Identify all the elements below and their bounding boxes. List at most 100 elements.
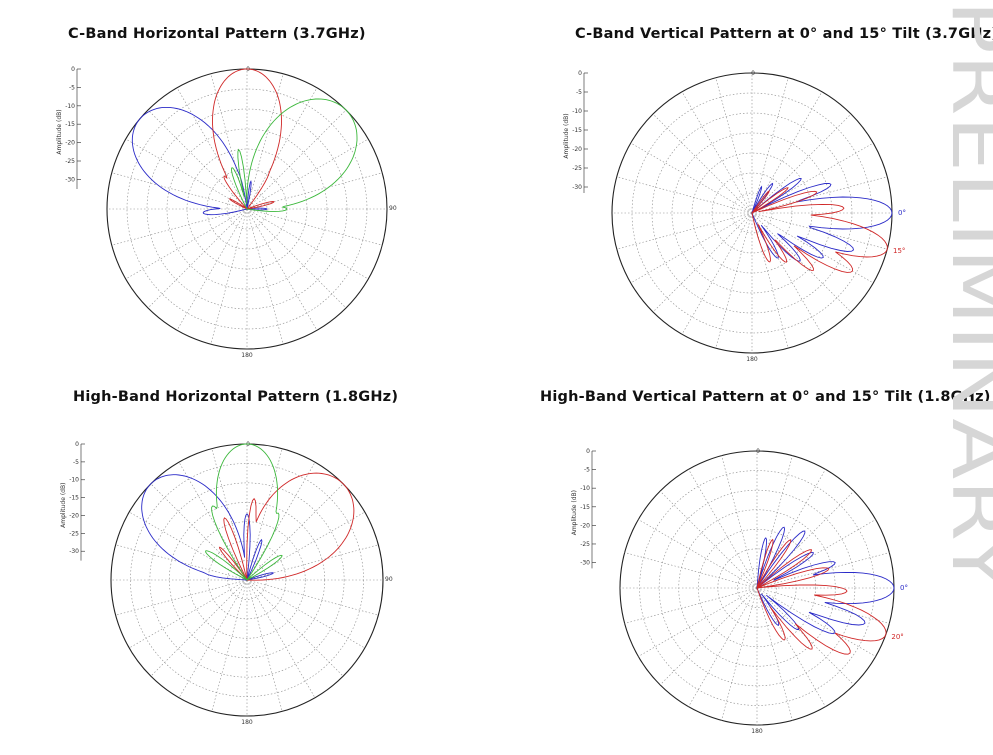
y-axis-label: Amplitude (dB)	[563, 113, 570, 158]
grid-ring	[697, 528, 817, 648]
grid-spoke	[624, 552, 758, 589]
grid-ring	[639, 470, 875, 706]
chart-title-c-band-vertical: C-Band Vertical Pattern at 0° and 15° Ti…	[575, 26, 993, 42]
grid-spoke	[756, 587, 826, 707]
grid-spoke	[688, 469, 758, 589]
series-curve-1	[751, 187, 888, 273]
grid-spoke	[616, 212, 753, 250]
grid-spoke	[681, 212, 753, 335]
grid-spoke	[246, 172, 383, 210]
grid-spoke	[147, 109, 248, 210]
radial-tick-label: -30	[580, 560, 590, 567]
grid-spoke	[751, 212, 852, 313]
chart-title-c-band-horizontal: C-Band Horizontal Pattern (3.7GHz)	[68, 26, 366, 42]
grid-ring	[651, 112, 853, 314]
grid-spoke	[688, 587, 758, 707]
radial-tick-label: -20	[69, 512, 79, 519]
radial-tick-label: 0	[75, 441, 79, 448]
grid-spoke	[246, 448, 283, 581]
grid-spoke	[751, 212, 823, 335]
grid-spoke	[111, 172, 248, 210]
grid-ring	[188, 521, 306, 639]
radial-tick-label: -10	[572, 108, 582, 115]
grid-spoke	[652, 113, 753, 214]
radial-tick-label: -5	[73, 459, 79, 466]
grid-spoke	[246, 208, 369, 280]
grid-spoke	[751, 77, 789, 214]
grid-spoke	[246, 579, 283, 712]
series-label: 20°	[891, 633, 903, 641]
radial-tick-label: -15	[572, 127, 582, 134]
grid-spoke	[751, 113, 852, 214]
watermark-text: PRELIMINARY	[936, 0, 993, 591]
radial-tick-label: -10	[69, 477, 79, 484]
radial-tick-label: 0	[71, 66, 75, 73]
grid-spoke	[129, 579, 248, 649]
grid-spoke	[115, 579, 248, 616]
angle-label-180: 180	[751, 728, 763, 735]
radial-tick-label: -15	[69, 495, 79, 502]
grid-spoke	[176, 208, 248, 331]
radial-tick-label: -25	[580, 541, 590, 548]
grid-spoke	[246, 579, 344, 677]
grid-spoke	[638, 519, 758, 589]
grid-spoke	[246, 544, 379, 581]
grid-spoke	[125, 138, 248, 210]
grid-ring	[737, 568, 777, 608]
angle-label-180: 180	[241, 352, 253, 359]
radial-tick-label: -30	[69, 548, 79, 555]
grid-spoke	[125, 208, 248, 280]
angle-label-180: 180	[746, 356, 758, 363]
grid-spoke	[210, 208, 248, 345]
grid-ring	[658, 489, 856, 687]
grid-spoke	[150, 579, 248, 677]
series-curve-0	[131, 106, 268, 216]
grid-spoke	[715, 77, 753, 214]
radial-tick-label: -5	[584, 467, 590, 474]
grid-spoke	[630, 212, 753, 284]
grid-spoke	[246, 109, 347, 210]
grid-spoke	[659, 490, 758, 589]
series-curve-2	[205, 443, 283, 581]
grid-spoke	[246, 483, 344, 581]
grid-spoke	[129, 511, 248, 581]
grid-spoke	[176, 87, 248, 210]
series-curve-1	[212, 68, 282, 210]
series-label: 0°	[898, 209, 906, 217]
grid-spoke	[246, 208, 318, 331]
radial-tick-label: -5	[69, 84, 75, 91]
chart-title-high-band-horizontal: High-Band Horizontal Pattern (1.8GHz)	[73, 389, 399, 405]
grid-spoke	[751, 91, 823, 214]
grid-spoke	[246, 138, 369, 210]
grid-spoke	[751, 212, 789, 349]
grid-spoke	[246, 511, 365, 581]
y-axis-label: Amplitude (dB)	[60, 483, 67, 528]
grid-spoke	[721, 587, 758, 721]
angle-label-180: 180	[241, 719, 253, 726]
angle-label-0: 0	[756, 448, 760, 455]
radial-tick-label: -5	[576, 89, 582, 96]
series-curve-0	[141, 474, 275, 581]
grid-spoke	[624, 587, 758, 624]
grid-spoke	[111, 208, 248, 246]
polar-chart-1: 0 -5 -10 -15 -20 -25 -30 Amplitude (dB) 0 180 0° 15…	[563, 70, 906, 363]
grid-spoke	[756, 587, 793, 721]
grid-spoke	[751, 142, 874, 214]
preliminary-watermark: PRELIMINARY	[933, 0, 993, 755]
grid-spoke	[246, 73, 284, 210]
grid-spoke	[638, 587, 758, 657]
radial-tick-label: -30	[572, 184, 582, 191]
grid-ring	[146, 108, 348, 310]
grid-spoke	[210, 73, 248, 210]
radial-tick-label: -25	[65, 158, 75, 165]
grid-ring	[731, 192, 773, 234]
radial-tick-label: -10	[580, 485, 590, 492]
angle-label-0: 0	[246, 66, 250, 73]
series-curve-2	[231, 98, 358, 212]
grid-spoke	[246, 579, 316, 698]
grid-spoke	[659, 587, 758, 686]
radial-tick-label: -25	[572, 165, 582, 172]
polar-chart-3: 0 -5 -10 -15 -20 -25 -30 Amplitude (dB) 0 180 0° 20…	[571, 448, 908, 735]
